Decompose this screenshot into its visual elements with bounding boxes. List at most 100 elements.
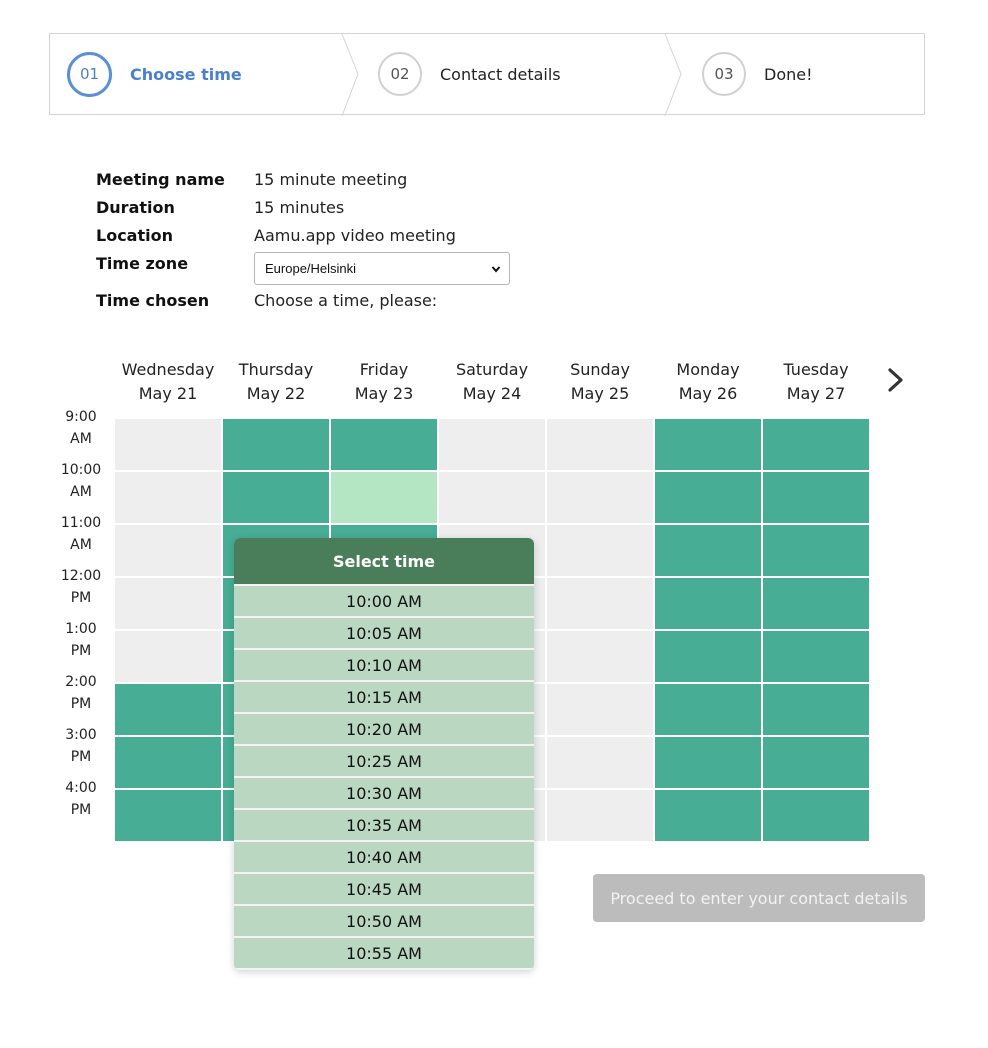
day-weekday: Wednesday	[121, 360, 215, 379]
chevron-right-icon[interactable]	[884, 366, 908, 394]
day-date: May 26	[678, 384, 738, 403]
hour-label: 12:00 PM	[56, 565, 106, 609]
time-cell-unavailable	[547, 631, 653, 682]
time-cell-available[interactable]	[223, 472, 329, 523]
time-cell-available[interactable]	[115, 790, 221, 841]
time-cell-available[interactable]	[655, 472, 761, 523]
duration-value: 15 minutes	[254, 198, 345, 217]
day-date: May 22	[246, 384, 306, 403]
location-value: Aamu.app video meeting	[254, 226, 456, 245]
time-cell-unavailable	[547, 419, 653, 470]
day-weekday: Sunday	[570, 360, 630, 379]
day-weekday: Friday	[359, 360, 409, 379]
time-cell-available[interactable]	[655, 525, 761, 576]
time-cell-unavailable	[115, 419, 221, 470]
hour-time: 4:00	[65, 780, 97, 796]
duration-label: Duration	[96, 198, 175, 217]
time-cell-available[interactable]	[655, 578, 761, 629]
step-label: Contact details	[440, 64, 561, 84]
time-cell-available[interactable]	[655, 631, 761, 682]
time-cell-available[interactable]	[763, 684, 869, 735]
step-label: Choose time	[130, 64, 242, 84]
hour-label: 9:00 AM	[56, 406, 106, 450]
time-cell-available[interactable]	[655, 790, 761, 841]
proceed-button[interactable]: Proceed to enter your contact details	[593, 874, 925, 922]
time-cell-unavailable	[439, 419, 545, 470]
step-contact-details: 02 Contact details	[378, 34, 561, 114]
step-done: 03 Done!	[702, 34, 813, 114]
hour-label: 10:00 AM	[56, 459, 106, 503]
hour-time: 2:00	[65, 674, 97, 690]
progress-stepper: 01 Choose time 02 Contact details 03 Don…	[49, 33, 925, 116]
day-weekday: Tuesday	[783, 360, 849, 379]
time-slot-option[interactable]: 10:10 AM	[234, 650, 534, 680]
hour-time: 3:00	[65, 727, 97, 743]
time-cell-available[interactable]	[223, 419, 329, 470]
time-slot-option[interactable]: 10:50 AM	[234, 906, 534, 936]
hour-period: PM	[70, 590, 92, 606]
hour-time: 11:00	[60, 515, 102, 531]
time-slot-option[interactable]: 10:15 AM	[234, 682, 534, 712]
day-date: May 27	[786, 384, 846, 403]
hour-period: AM	[70, 484, 92, 500]
time-cell-available[interactable]	[115, 737, 221, 788]
day-header: Monday May 26	[655, 358, 761, 406]
time-cell-unavailable	[547, 790, 653, 841]
time-cell-unavailable	[439, 472, 545, 523]
time-slot-option[interactable]: 10:25 AM	[234, 746, 534, 776]
time-chosen-label: Time chosen	[96, 291, 210, 310]
timezone-label: Time zone	[96, 254, 189, 273]
hour-period: AM	[70, 431, 92, 447]
time-cell-available[interactable]	[655, 737, 761, 788]
time-slot-option[interactable]: 10:00 AM	[234, 586, 534, 616]
hour-time: 9:00	[65, 409, 97, 425]
time-chosen-value: Choose a time, please:	[254, 291, 438, 310]
day-header: Tuesday May 27	[763, 358, 869, 406]
time-cell-selected[interactable]	[331, 472, 437, 523]
day-date: May 24	[462, 384, 522, 403]
time-cell-available[interactable]	[763, 737, 869, 788]
time-slot-option[interactable]: 10:45 AM	[234, 874, 534, 904]
day-header: Wednesday May 21	[115, 358, 221, 406]
stepper-separators	[341, 34, 682, 116]
hour-period: PM	[70, 696, 92, 712]
step-number: 01	[67, 51, 112, 97]
time-slot-option[interactable]: 10:05 AM	[234, 618, 534, 648]
meeting-name-value: 15 minute meeting	[254, 170, 408, 189]
popup-title: Select time	[234, 538, 534, 584]
day-header: Sunday May 25	[547, 358, 653, 406]
day-header: Saturday May 24	[439, 358, 545, 406]
time-cell-available[interactable]	[655, 684, 761, 735]
time-slot-option[interactable]: 10:40 AM	[234, 842, 534, 872]
time-cell-unavailable	[547, 525, 653, 576]
step-label: Done!	[764, 64, 813, 84]
time-cell-unavailable	[115, 472, 221, 523]
hour-label: 3:00 PM	[56, 724, 106, 768]
time-cell-unavailable	[115, 631, 221, 682]
time-cell-available[interactable]	[331, 419, 437, 470]
time-cell-available[interactable]	[763, 578, 869, 629]
time-cell-available[interactable]	[655, 419, 761, 470]
time-cell-available[interactable]	[763, 631, 869, 682]
time-cell-available[interactable]	[763, 419, 869, 470]
time-slot-option[interactable]: 10:35 AM	[234, 810, 534, 840]
time-cell-unavailable	[115, 525, 221, 576]
hour-time: 1:00	[65, 621, 97, 637]
timezone-select[interactable]: Europe/Helsinki	[254, 252, 510, 285]
day-weekday: Saturday	[455, 360, 529, 379]
time-cell-available[interactable]	[763, 472, 869, 523]
time-slot-option[interactable]: 10:55 AM	[234, 938, 534, 968]
hour-period: PM	[70, 643, 92, 659]
hour-period: AM	[70, 537, 92, 553]
chevron-down-icon	[491, 266, 501, 273]
hour-label: 2:00 PM	[56, 671, 106, 715]
time-cell-unavailable	[115, 578, 221, 629]
hour-label: 1:00 PM	[56, 618, 106, 662]
time-cell-unavailable	[547, 684, 653, 735]
time-slot-option[interactable]: 10:30 AM	[234, 778, 534, 808]
time-cell-available[interactable]	[763, 790, 869, 841]
time-cell-available[interactable]	[763, 525, 869, 576]
time-slot-option[interactable]: 10:20 AM	[234, 714, 534, 744]
meeting-name-label: Meeting name	[96, 170, 225, 189]
time-cell-available[interactable]	[115, 684, 221, 735]
